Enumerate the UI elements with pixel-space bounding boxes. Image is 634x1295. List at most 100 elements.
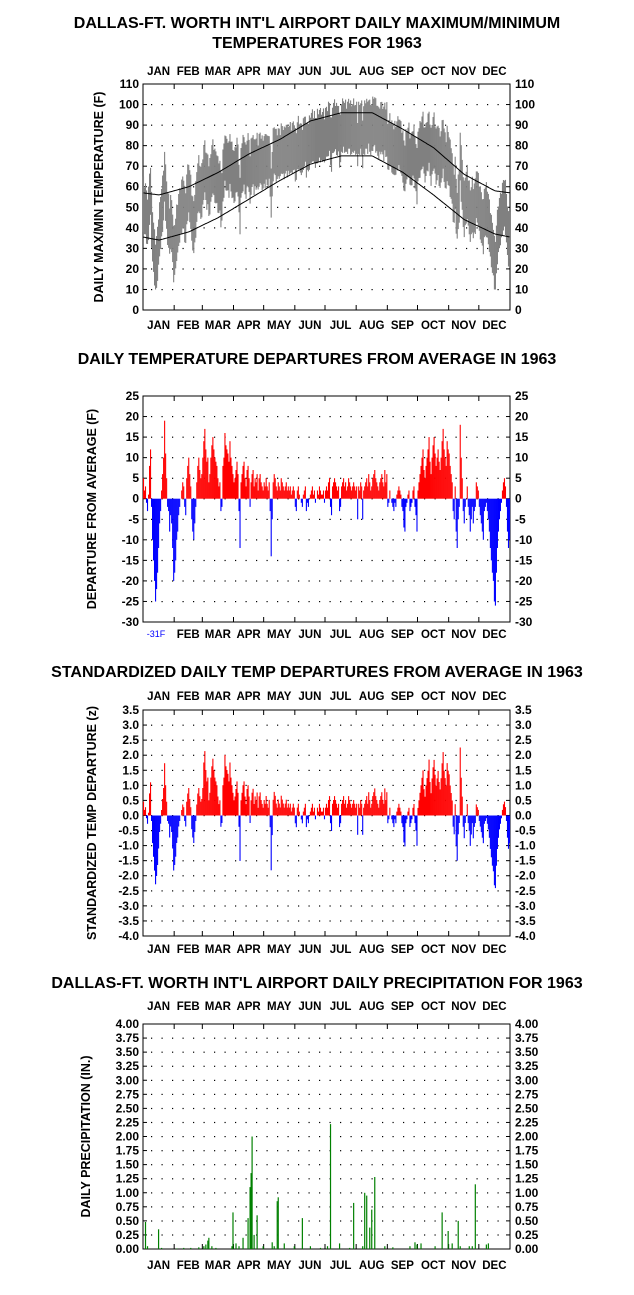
grid-dot [287, 580, 289, 582]
grid-dot [340, 1150, 342, 1152]
grid-dot [256, 724, 258, 726]
grid-dot [256, 539, 258, 541]
grid-dot [340, 104, 342, 106]
grid-dot [193, 559, 195, 562]
grid-dot [392, 1206, 394, 1208]
grid-dot [298, 1093, 300, 1095]
grid-dot [424, 860, 426, 862]
grid-dot [350, 769, 352, 771]
grid-dot [298, 754, 300, 756]
grid-dot [487, 920, 489, 922]
grid-dot [340, 1234, 342, 1236]
grid-dot [266, 436, 268, 438]
grid-dot [298, 1192, 300, 1194]
grid-dot [361, 539, 363, 541]
grid-dot [172, 477, 174, 479]
grid-dot [182, 769, 184, 771]
grid-dot [413, 436, 415, 438]
grid-dot [445, 498, 447, 500]
y-tick-label-left: -15 [122, 553, 140, 567]
grid-dot [245, 920, 247, 922]
grid-dot [350, 890, 352, 892]
grid-dot [214, 905, 216, 907]
grid-dot [266, 518, 268, 520]
grid-dot [298, 920, 300, 922]
grid-dot [161, 1051, 163, 1053]
grid-dot [214, 1051, 216, 1053]
grid-dot [214, 920, 216, 922]
y-tick-label-left: 0 [132, 303, 139, 317]
grid-dot [319, 206, 321, 208]
grid-dot [445, 1192, 447, 1194]
grid-dot [298, 860, 300, 862]
grid-dot [266, 754, 268, 756]
grid-dot [235, 1037, 237, 1039]
grid-dot [413, 1164, 415, 1166]
grid-dot [277, 905, 279, 907]
grid-dot [266, 784, 268, 786]
y-tick-label-left: 3.5 [122, 703, 139, 717]
grid-dot [476, 875, 478, 877]
grid-dot [193, 890, 195, 892]
grid-dot [214, 206, 216, 208]
grid-dot [308, 860, 310, 862]
precipitation-chart: 0.00 0.000.25 0.250.50 0.500.75 0.751.00 1.00… [79, 1001, 539, 1272]
grid-dot [466, 1051, 468, 1053]
y-tick-label-left: -1.0 [118, 839, 139, 853]
grid-dot [308, 206, 310, 208]
grid-dot [203, 754, 205, 756]
grid-dot [256, 1065, 258, 1067]
y-tick-label-right: 3.50 [515, 1045, 539, 1059]
grid-dot [172, 601, 174, 603]
grid-dot [487, 1220, 489, 1222]
grid-dot [203, 247, 205, 250]
grid-dot [235, 457, 237, 459]
grid-dot [203, 1093, 205, 1095]
grid-dot [434, 1093, 436, 1095]
grid-dot [434, 1150, 436, 1152]
grid-dot [172, 754, 174, 756]
grid-dot [245, 769, 247, 771]
month-label-top: JUL [330, 691, 352, 703]
grid-dot [329, 247, 331, 250]
grid-dot [403, 1234, 405, 1236]
grid-dot [298, 436, 300, 438]
grid-dot [361, 905, 363, 907]
grid-dot [476, 498, 478, 500]
grid-dot [392, 875, 394, 877]
y-tick-label-right: 3.0 [515, 718, 532, 732]
grid-dot [350, 518, 352, 520]
grid-dot [193, 724, 195, 726]
grid-dot [403, 580, 405, 582]
grid-dot [392, 457, 394, 459]
grid-dot [245, 1136, 247, 1138]
month-label-bottom: AUG [359, 629, 385, 641]
grid-dot [319, 815, 321, 817]
grid-dot [193, 799, 195, 802]
grid-dot [298, 457, 300, 459]
month-label-bottom: MAR [205, 944, 232, 956]
grid-dot [319, 436, 321, 438]
grid-dot [235, 815, 237, 817]
grid-dot [392, 1150, 394, 1152]
grid-dot [319, 498, 321, 500]
y-tick-label-right: -1.5 [515, 854, 536, 868]
grid-dot [193, 580, 195, 582]
grid-dot [392, 539, 394, 541]
grid-dot [455, 559, 457, 562]
grid-dot [319, 165, 321, 167]
grid-dot [329, 784, 331, 786]
grid-dot [287, 1107, 289, 1110]
grid-dot [161, 1234, 163, 1236]
grid-dot [151, 1107, 153, 1110]
grid-dot [172, 1093, 174, 1095]
grid-dot [434, 580, 436, 582]
grid-dot [350, 815, 352, 817]
grid-dot [371, 860, 373, 862]
grid-dot [308, 724, 310, 726]
grid-dot [382, 436, 384, 438]
grid-dot [361, 890, 363, 892]
grid-dot [466, 1136, 468, 1138]
grid-dot [487, 1206, 489, 1208]
